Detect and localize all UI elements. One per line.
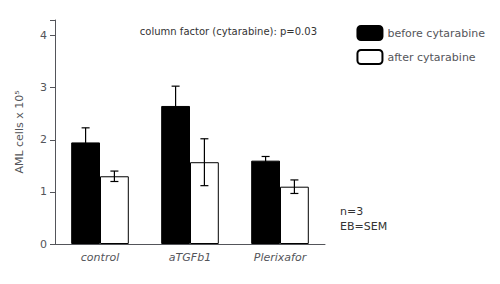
svg-text:4: 4 bbox=[40, 29, 47, 42]
svg-text:0: 0 bbox=[40, 238, 47, 251]
svg-text:before cytarabine: before cytarabine bbox=[387, 27, 485, 40]
svg-text:AML cells x 10⁵: AML cells x 10⁵ bbox=[13, 90, 26, 173]
svg-text:n=3: n=3 bbox=[340, 205, 363, 218]
svg-text:after cytarabine: after cytarabine bbox=[387, 51, 475, 64]
svg-text:2: 2 bbox=[40, 133, 47, 146]
svg-text:control: control bbox=[81, 251, 119, 264]
svg-text:EB=SEM: EB=SEM bbox=[340, 220, 387, 233]
svg-text:Plerixafor: Plerixafor bbox=[254, 251, 308, 264]
svg-text:1: 1 bbox=[40, 185, 47, 198]
svg-text:column factor (cytarabine): p=: column factor (cytarabine): p=0.03 bbox=[140, 26, 317, 37]
svg-text:3: 3 bbox=[40, 81, 47, 94]
svg-text:aTGFb1: aTGFb1 bbox=[169, 251, 211, 264]
